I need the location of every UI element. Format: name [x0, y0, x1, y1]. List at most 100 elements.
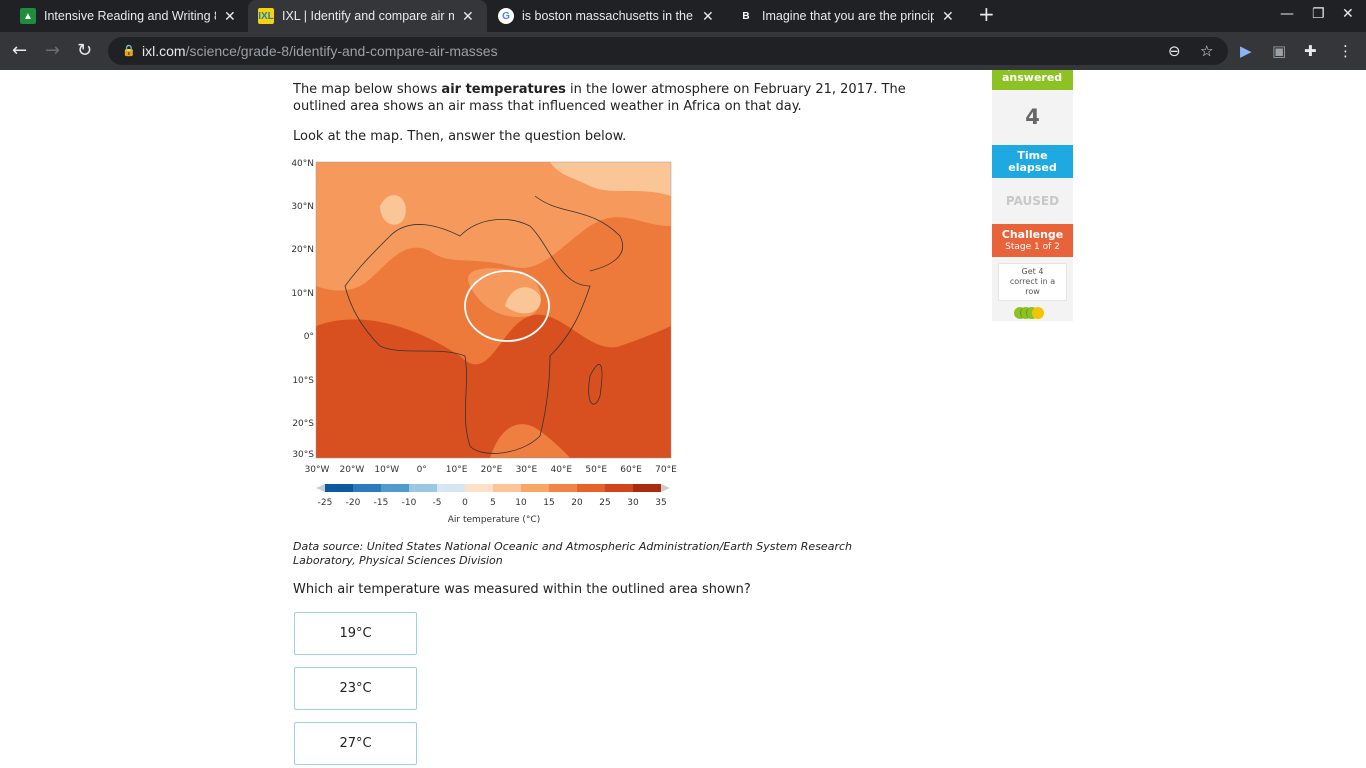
lat-label: 10°N: [291, 289, 314, 299]
lat-label: 40°N: [291, 159, 314, 169]
back-button[interactable]: ←: [12, 40, 28, 61]
legend-tick: 15: [543, 498, 554, 508]
africa-coastline: [344, 219, 591, 454]
address-bar[interactable]: 🔒 ixl.com/science/grade-8/identify-and-co…: [108, 37, 1228, 65]
legend-tick: 20: [571, 498, 583, 508]
legend-swatch: [549, 484, 577, 492]
url-path: /science/grade-8/identify-and-compare-ai…: [185, 43, 498, 59]
extension-icon[interactable]: ▣: [1272, 42, 1287, 60]
extensions-puzzle-icon[interactable]: ✚: [1304, 42, 1317, 60]
question-prompt: Which air temperature was measured withi…: [293, 582, 751, 597]
answer-option[interactable]: 27°C: [294, 722, 417, 765]
legend-swatch: [381, 484, 409, 492]
lon-label: 70°E: [655, 465, 677, 475]
tab-ixl[interactable]: IXL IXL | Identify and compare air ma ✕: [248, 0, 487, 32]
lat-label: 30°N: [291, 202, 314, 212]
lat-label: 20°S: [292, 419, 314, 429]
lon-label: 20°E: [481, 465, 503, 475]
map-region: [490, 424, 570, 458]
ixl-icon: IXL: [258, 8, 274, 24]
legend-tick: 35: [655, 498, 666, 508]
legend-tick: 5: [490, 498, 496, 508]
close-window-button[interactable]: ✕: [1342, 6, 1354, 22]
time-elapsed-value[interactable]: PAUSED: [992, 178, 1073, 224]
lon-label: 60°E: [620, 465, 642, 475]
legend-arrow-low: [316, 484, 325, 492]
outlined-air-mass: [464, 270, 550, 342]
tab-title: Imagine that you are the princip: [762, 9, 934, 23]
tab-bar: ▲ Intensive Reading and Writing 8th ✕ IXL I…: [0, 0, 1366, 32]
lon-label: 50°E: [585, 465, 607, 475]
temperature-legend: -25 -20 -15 -10 -5 0 5 10 15 20 25 30 35 Air tempera…: [316, 484, 670, 525]
challenge-box: Challenge Stage 1 of 2: [992, 224, 1073, 257]
lat-label: 0°: [304, 332, 314, 342]
reload-button[interactable]: ↻: [77, 40, 93, 61]
legend-tick: -15: [374, 498, 389, 508]
lon-label: 0°: [417, 465, 427, 475]
answer-option[interactable]: 23°C: [294, 667, 417, 710]
legend-tick: -10: [402, 498, 417, 508]
legend-tick: 10: [515, 498, 527, 508]
brainly-icon: B: [742, 10, 750, 22]
legend-tick: -20: [346, 498, 361, 508]
question-intro: The map below shows air temperatures in …: [293, 82, 906, 114]
tab-intensive-reading[interactable]: ▲ Intensive Reading and Writing 8th ✕: [10, 0, 246, 32]
legend-swatch: [325, 484, 353, 492]
tab-title: Intensive Reading and Writing 8th: [44, 9, 216, 23]
progress-dot-current: [1032, 307, 1044, 319]
new-tab-button[interactable]: +: [978, 2, 995, 26]
air-temperature-map: 40°N 30°N 20°N 10°N 0° 10°S 20°S 30°S 30…: [291, 159, 677, 475]
map-light-north: [550, 162, 671, 196]
lon-label: 10°W: [374, 465, 399, 475]
zoom-icon[interactable]: ⊖: [1168, 42, 1181, 60]
legend-tick: -5: [433, 498, 442, 508]
data-source: Data source: United States National Ocea…: [293, 540, 852, 567]
questions-answered-value: 4: [992, 90, 1073, 145]
tab-title: is boston massachusetts in the: [522, 9, 693, 23]
minimize-button[interactable]: —: [1280, 6, 1294, 22]
forward-button[interactable]: →: [45, 40, 61, 61]
browser-toolbar: ← → ↻ 🔒 ixl.com/science/grade-8/identify-…: [0, 32, 1366, 70]
tab-brainly[interactable]: B Imagine that you are the princip ✕: [728, 0, 964, 32]
page-content: The map below shows air temperatures in …: [0, 70, 1366, 768]
lon-label: 20°W: [339, 465, 364, 475]
lat-label: 20°N: [291, 245, 314, 255]
legend-swatch: [493, 484, 521, 492]
lock-icon: 🔒: [122, 45, 136, 57]
legend-swatch: [521, 484, 549, 492]
close-tab-icon[interactable]: ✕: [462, 7, 474, 24]
lon-label: 10°E: [446, 465, 468, 475]
goal-text: Get 4 correct in a row: [998, 263, 1067, 301]
map-cool-region: [316, 162, 671, 291]
maximize-button[interactable]: ❐: [1312, 6, 1325, 22]
challenge-stage: Stage 1 of 2: [1005, 242, 1060, 252]
legend-swatch: [409, 484, 437, 492]
url-domain: ixl.com: [142, 43, 186, 59]
lon-label: 30°W: [305, 465, 330, 475]
legend-swatch: [437, 484, 465, 492]
legend-swatch: [577, 484, 605, 492]
challenge-label: Challenge: [1001, 228, 1064, 241]
legend-swatch: [633, 484, 661, 492]
challenge-goal-box: Get 4 correct in a row: [992, 257, 1073, 321]
close-tab-icon[interactable]: ✕: [702, 7, 714, 24]
google-icon: G: [498, 8, 514, 24]
map-light-patch: [505, 287, 541, 314]
close-tab-icon[interactable]: ✕: [224, 7, 236, 24]
legend-tick: 0: [462, 498, 468, 508]
legend-tick: 30: [627, 498, 639, 508]
progress-dots: [992, 307, 1073, 323]
extension-cursor-icon[interactable]: ▶: [1240, 42, 1252, 60]
time-elapsed-label: Time elapsed: [992, 145, 1073, 178]
legend-swatch: [353, 484, 381, 492]
close-tab-icon[interactable]: ✕: [942, 7, 954, 24]
legend-arrow-high: [661, 484, 670, 492]
menu-icon[interactable]: ⋮: [1338, 42, 1353, 60]
answer-option[interactable]: 19°C: [294, 612, 417, 655]
bookmark-star-icon[interactable]: ☆: [1200, 42, 1214, 60]
legend-tick: -25: [318, 498, 333, 508]
legend-swatch: [465, 484, 493, 492]
questions-answered-label: Questions answered: [992, 70, 1073, 90]
instruction: Look at the map. Then, answer the questi…: [293, 129, 627, 144]
